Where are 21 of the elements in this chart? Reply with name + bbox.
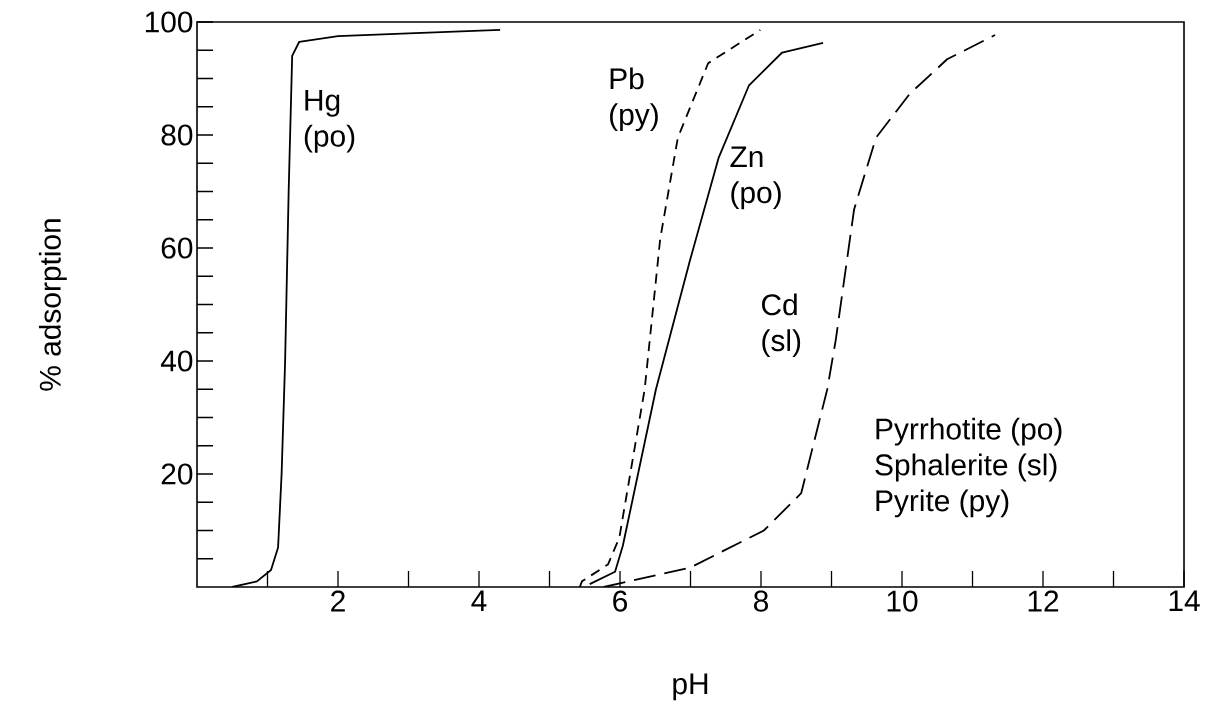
- y-tick-label: 20: [161, 463, 193, 485]
- annotation: Pyrrhotite (po): [876, 417, 1062, 446]
- y-tick-label: 60: [161, 237, 193, 259]
- series-label: Pb (py): [610, 67, 658, 132]
- y-tick-label: 80: [161, 124, 193, 146]
- x-tick-label: 14: [1169, 590, 1200, 612]
- x-tick-label: 12: [1028, 590, 1059, 612]
- series-label: Hg (po): [304, 89, 355, 153]
- x-axis-title: pH: [673, 673, 708, 701]
- y-axis-title: % adsorption: [38, 219, 67, 391]
- annotation: Sphalerite (sl): [875, 453, 1057, 482]
- y-tick-label: 100: [145, 11, 193, 33]
- x-tick-label: 10: [887, 590, 918, 612]
- series-label: Zn (po): [730, 146, 781, 210]
- y-tick-label: 40: [160, 350, 193, 372]
- annotation: Pyrite (py): [876, 489, 1009, 518]
- x-tick-label: 4: [471, 590, 487, 612]
- series-label: Cd (sl): [762, 293, 801, 358]
- x-tick-label: 8: [753, 590, 769, 612]
- x-tick-label: 2: [331, 590, 345, 612]
- x-tick-label: 6: [613, 590, 628, 612]
